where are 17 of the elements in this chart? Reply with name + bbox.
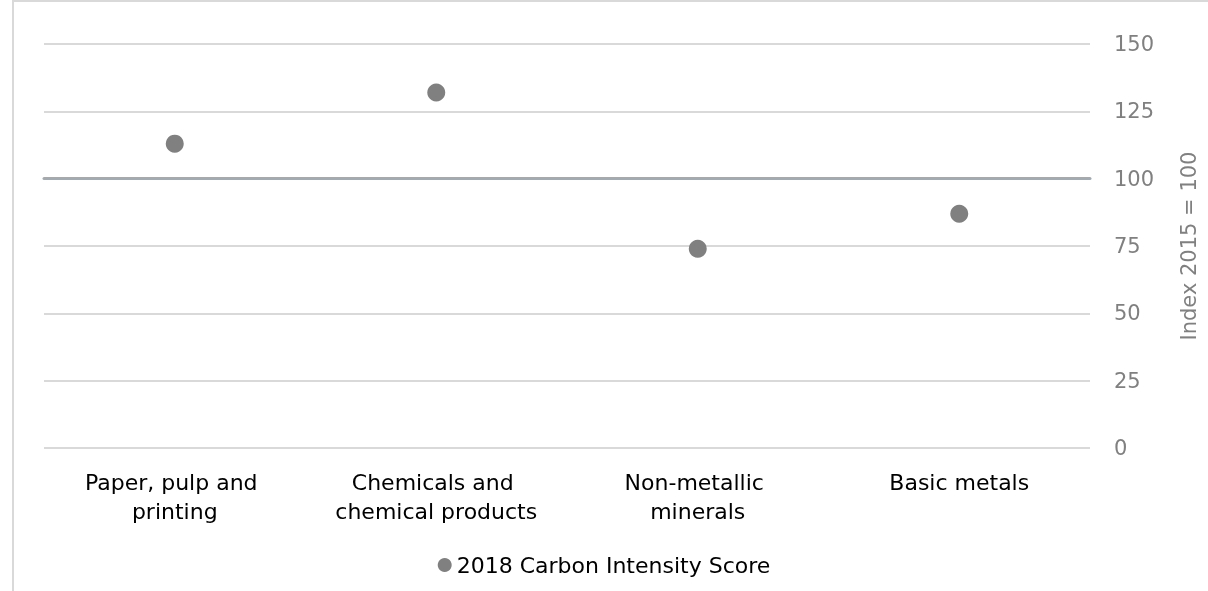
y-tick-label: 50 (1114, 301, 1141, 326)
point (165, 134, 184, 153)
legend-label: 2018 Carbon Intensity Score (456, 552, 771, 578)
point (427, 83, 446, 102)
y-axis-title: Index 2015 = 100 (1176, 151, 1201, 341)
y-tick-label: 150 (1114, 32, 1155, 56)
x-tick-label: Paper, pulp and printing (84, 470, 265, 524)
y-tick-label: 75 (1114, 234, 1141, 258)
y-tick-label: 100 (1114, 166, 1155, 191)
y-tick-label: 0 (1114, 436, 1128, 460)
point (688, 239, 707, 258)
y-tick-label: 25 (1114, 368, 1141, 393)
x-tick-label: Basic metals (889, 470, 1030, 495)
x-tick-label: Non-metallic minerals (624, 470, 771, 524)
y-tick-label: 125 (1114, 99, 1155, 124)
point (950, 204, 969, 223)
x-tick-label: Chemicals and chemical products (335, 470, 538, 524)
